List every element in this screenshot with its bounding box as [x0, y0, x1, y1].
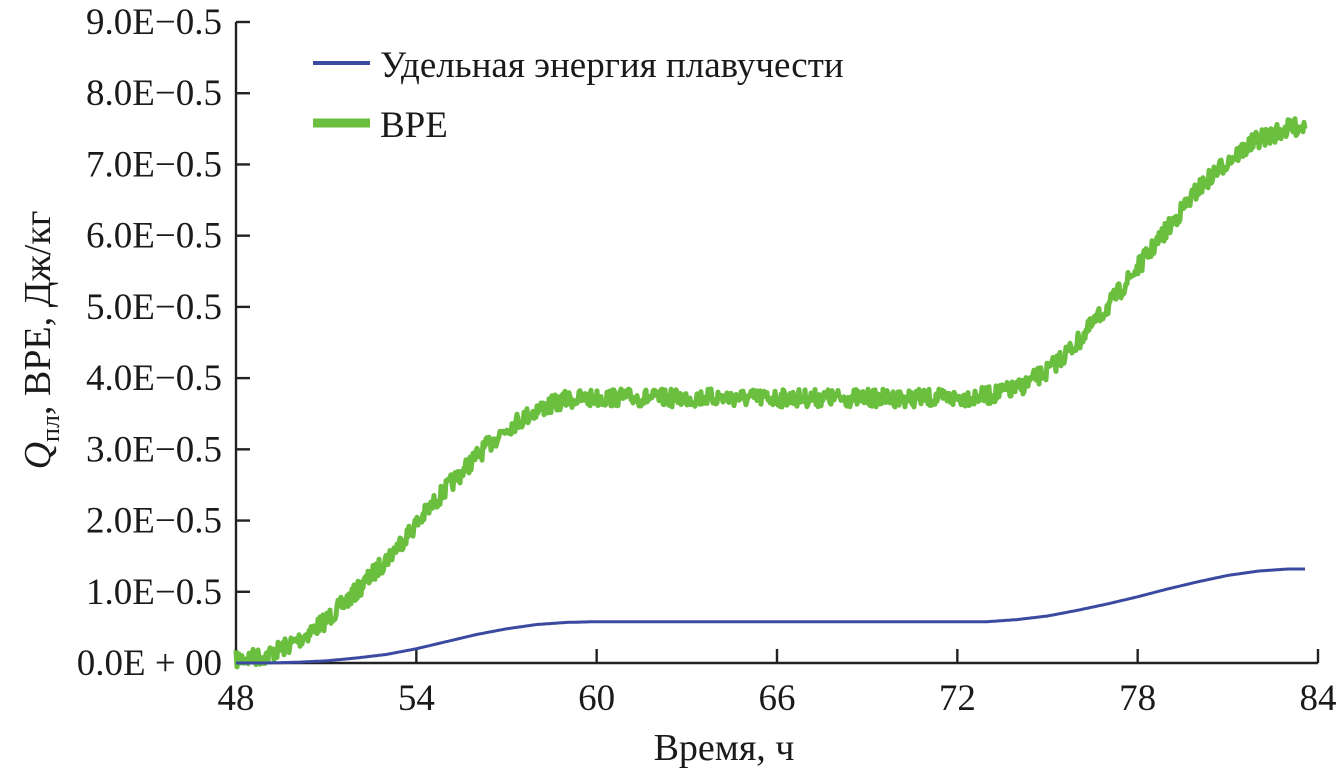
- y-tick-label: 5.0E−0.5: [86, 287, 222, 328]
- y-ticks: 0.0E + 00 1.0E−0.5 2.0E−0.5 3.0E−0.5 4.0E−0.…: [77, 2, 250, 684]
- series-line-bpe: [233, 116, 1308, 670]
- y-axis-title: Qпл, BPE, Дж/кг: [17, 211, 65, 470]
- y-tick-label: 9.0E−0.5: [86, 2, 222, 43]
- y-tick-label: 0.0E + 00: [77, 643, 222, 684]
- y-axis-title-q: Q: [17, 442, 59, 469]
- legend: Удельная энергия плавучести BPE: [313, 45, 844, 146]
- plot-area: 0.0E + 00 1.0E−0.5 2.0E−0.5 3.0E−0.5 4.0E−0.…: [77, 2, 1337, 719]
- y-tick-label: 1.0E−0.5: [86, 572, 222, 613]
- x-axis-title: Время, ч: [654, 727, 795, 769]
- x-tick-label: 72: [939, 678, 976, 719]
- x-tick-label: 54: [398, 678, 435, 719]
- x-tick-label: 48: [218, 678, 255, 719]
- x-tick-label: 66: [759, 678, 796, 719]
- y-tick-label: 4.0E−0.5: [86, 358, 222, 399]
- series-layer: [233, 116, 1308, 670]
- y-tick-label: 7.0E−0.5: [86, 144, 222, 185]
- y-axis-title-subscript: пл: [36, 415, 65, 442]
- x-tick-label: 78: [1119, 678, 1156, 719]
- legend-label-bpe: BPE: [380, 105, 448, 146]
- y-tick-label: 8.0E−0.5: [86, 73, 222, 114]
- y-axis-title-rest: , BPE, Дж/кг: [17, 211, 59, 415]
- x-tick-label: 84: [1300, 678, 1337, 719]
- legend-label-buoyancy-energy: Удельная энергия плавучести: [380, 45, 844, 86]
- y-tick-label: 2.0E−0.5: [86, 501, 222, 542]
- x-ticks: 48 54 60 66 72 78 84: [218, 649, 1337, 719]
- y-tick-label: 6.0E−0.5: [86, 216, 222, 257]
- y-tick-label: 3.0E−0.5: [86, 429, 222, 470]
- x-tick-label: 60: [578, 678, 615, 719]
- series-line-buoyancy-energy: [235, 567, 1306, 665]
